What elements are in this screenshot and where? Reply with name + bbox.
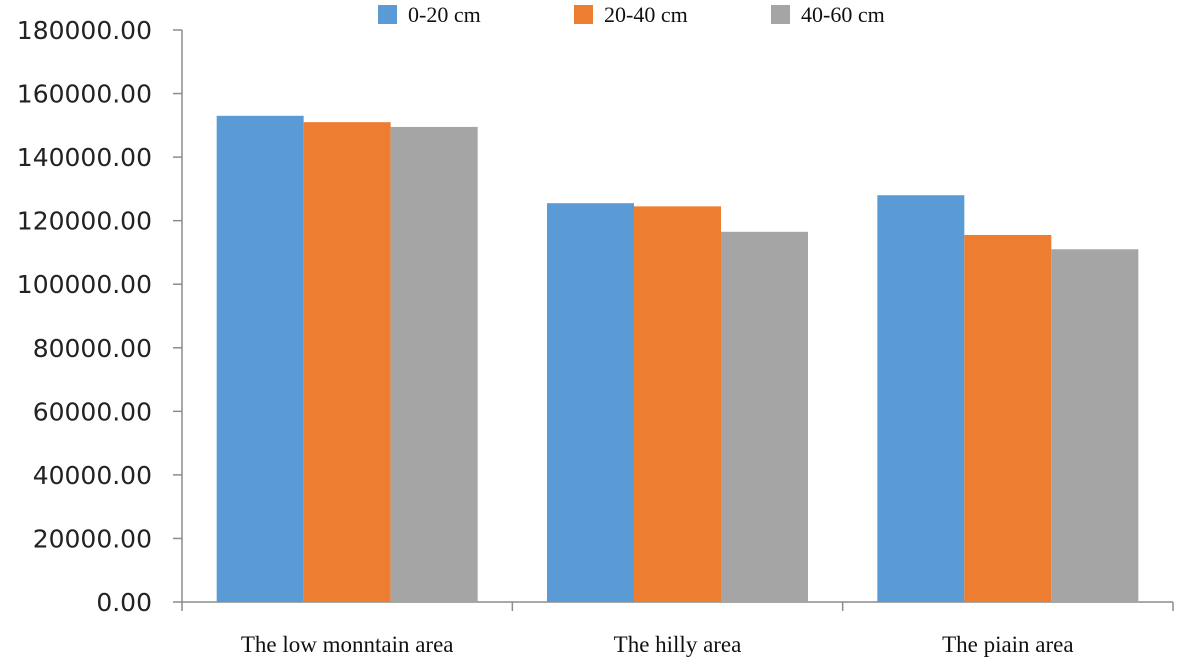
y-tick-label: 120000.00 <box>17 207 152 236</box>
y-tick-label: 140000.00 <box>17 143 152 172</box>
y-tick-label: 180000.00 <box>17 16 152 45</box>
bar <box>216 115 304 603</box>
y-tick-label: 100000.00 <box>17 270 152 299</box>
bars <box>216 115 1139 603</box>
bar <box>721 231 808 603</box>
x-tick-label: The hilly area <box>614 632 742 657</box>
y-tick-label: 20000.00 <box>33 524 152 553</box>
bar <box>1051 249 1139 602</box>
legend-label: 40-60 cm <box>801 2 885 27</box>
legend-swatch <box>771 5 790 24</box>
x-axis: The low monntain area The hilly area The p… <box>181 601 1174 657</box>
y-tick-label: 60000.00 <box>33 397 152 426</box>
bar <box>547 203 634 602</box>
y-tick-label: 160000.00 <box>17 80 152 109</box>
legend-swatch <box>378 5 397 24</box>
bar <box>390 126 478 602</box>
y-tick-label: 80000.00 <box>33 334 152 363</box>
bar <box>303 122 391 603</box>
bar <box>634 206 721 602</box>
x-tick-label: The low monntain area <box>241 632 454 657</box>
y-axis: 0.00 20000.00 40000.00 60000.00 80000.00 1000… <box>17 16 183 617</box>
y-tick-label: 0.00 <box>96 588 152 617</box>
bar <box>964 234 1052 602</box>
bar <box>877 195 965 602</box>
legend: 0-20 cm 20-40 cm 40-60 cm <box>378 2 885 27</box>
legend-label: 0-20 cm <box>408 2 481 27</box>
x-tick-label: The piain area <box>942 632 1074 657</box>
legend-label: 20-40 cm <box>604 2 688 27</box>
legend-swatch <box>574 5 593 24</box>
y-tick-label: 40000.00 <box>33 461 152 490</box>
